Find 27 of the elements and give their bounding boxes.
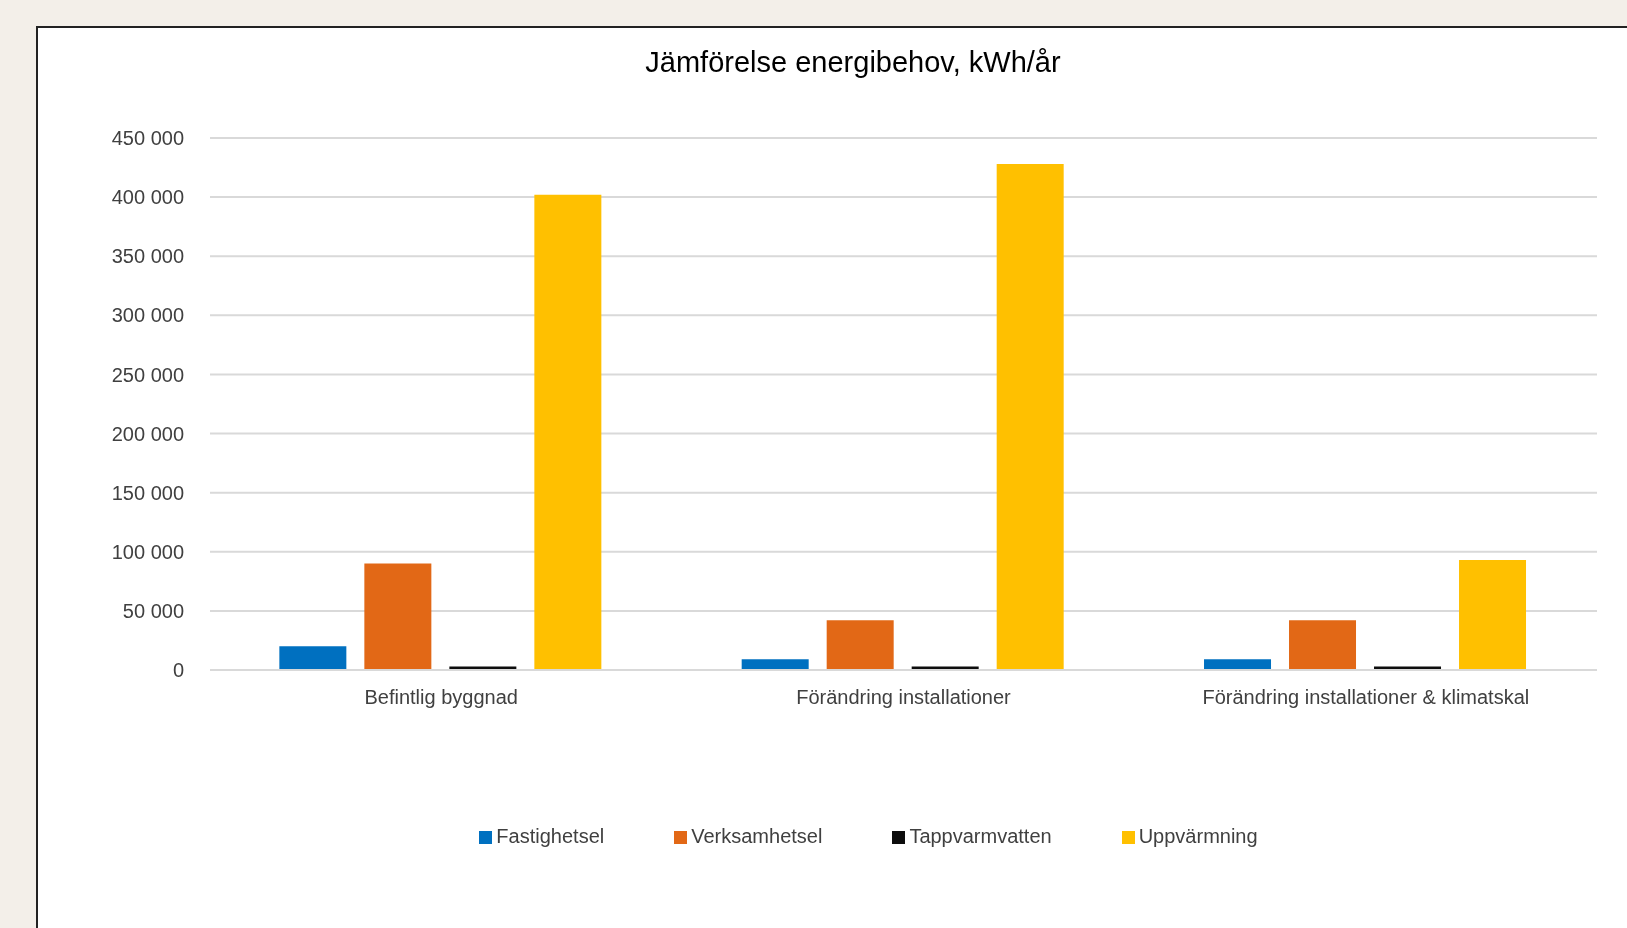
legend-label: Uppvärmning: [1138, 825, 1258, 847]
y-tick-label: 300 000: [111, 304, 184, 327]
legend-label: Fastighetsel: [496, 825, 605, 847]
bar: [1459, 560, 1527, 670]
bar: [364, 563, 432, 670]
y-tick-label: 400 000: [111, 186, 184, 209]
chart-title: Jämförelse energibehov, kWh/år: [644, 46, 1062, 79]
y-tick-label: 200 000: [111, 422, 184, 445]
bar: [1204, 659, 1272, 670]
y-tick-label: 150 000: [111, 481, 184, 504]
legend-label: Tappvarmvatten: [909, 825, 1052, 847]
y-tick-label: 100 000: [111, 540, 184, 563]
legend-label: Verksamhetsel: [691, 825, 823, 847]
y-tick-label: 50 000: [122, 599, 184, 622]
bar: [534, 194, 602, 670]
y-tick-label: 350 000: [111, 245, 184, 268]
y-tick-label: 250 000: [111, 363, 184, 386]
bar: [996, 164, 1064, 670]
bar: [826, 620, 894, 670]
x-tick-label: Förändring installationer & klimatskal: [1202, 686, 1530, 709]
bar: [1289, 620, 1357, 670]
y-tick-label: 0: [172, 659, 184, 682]
x-tick-label: Befintlig byggnad: [364, 686, 518, 709]
x-tick-label: Förändring installationer: [796, 686, 1012, 709]
bar: [741, 659, 809, 670]
bar: [279, 646, 347, 670]
y-tick-label: 450 000: [111, 127, 184, 150]
